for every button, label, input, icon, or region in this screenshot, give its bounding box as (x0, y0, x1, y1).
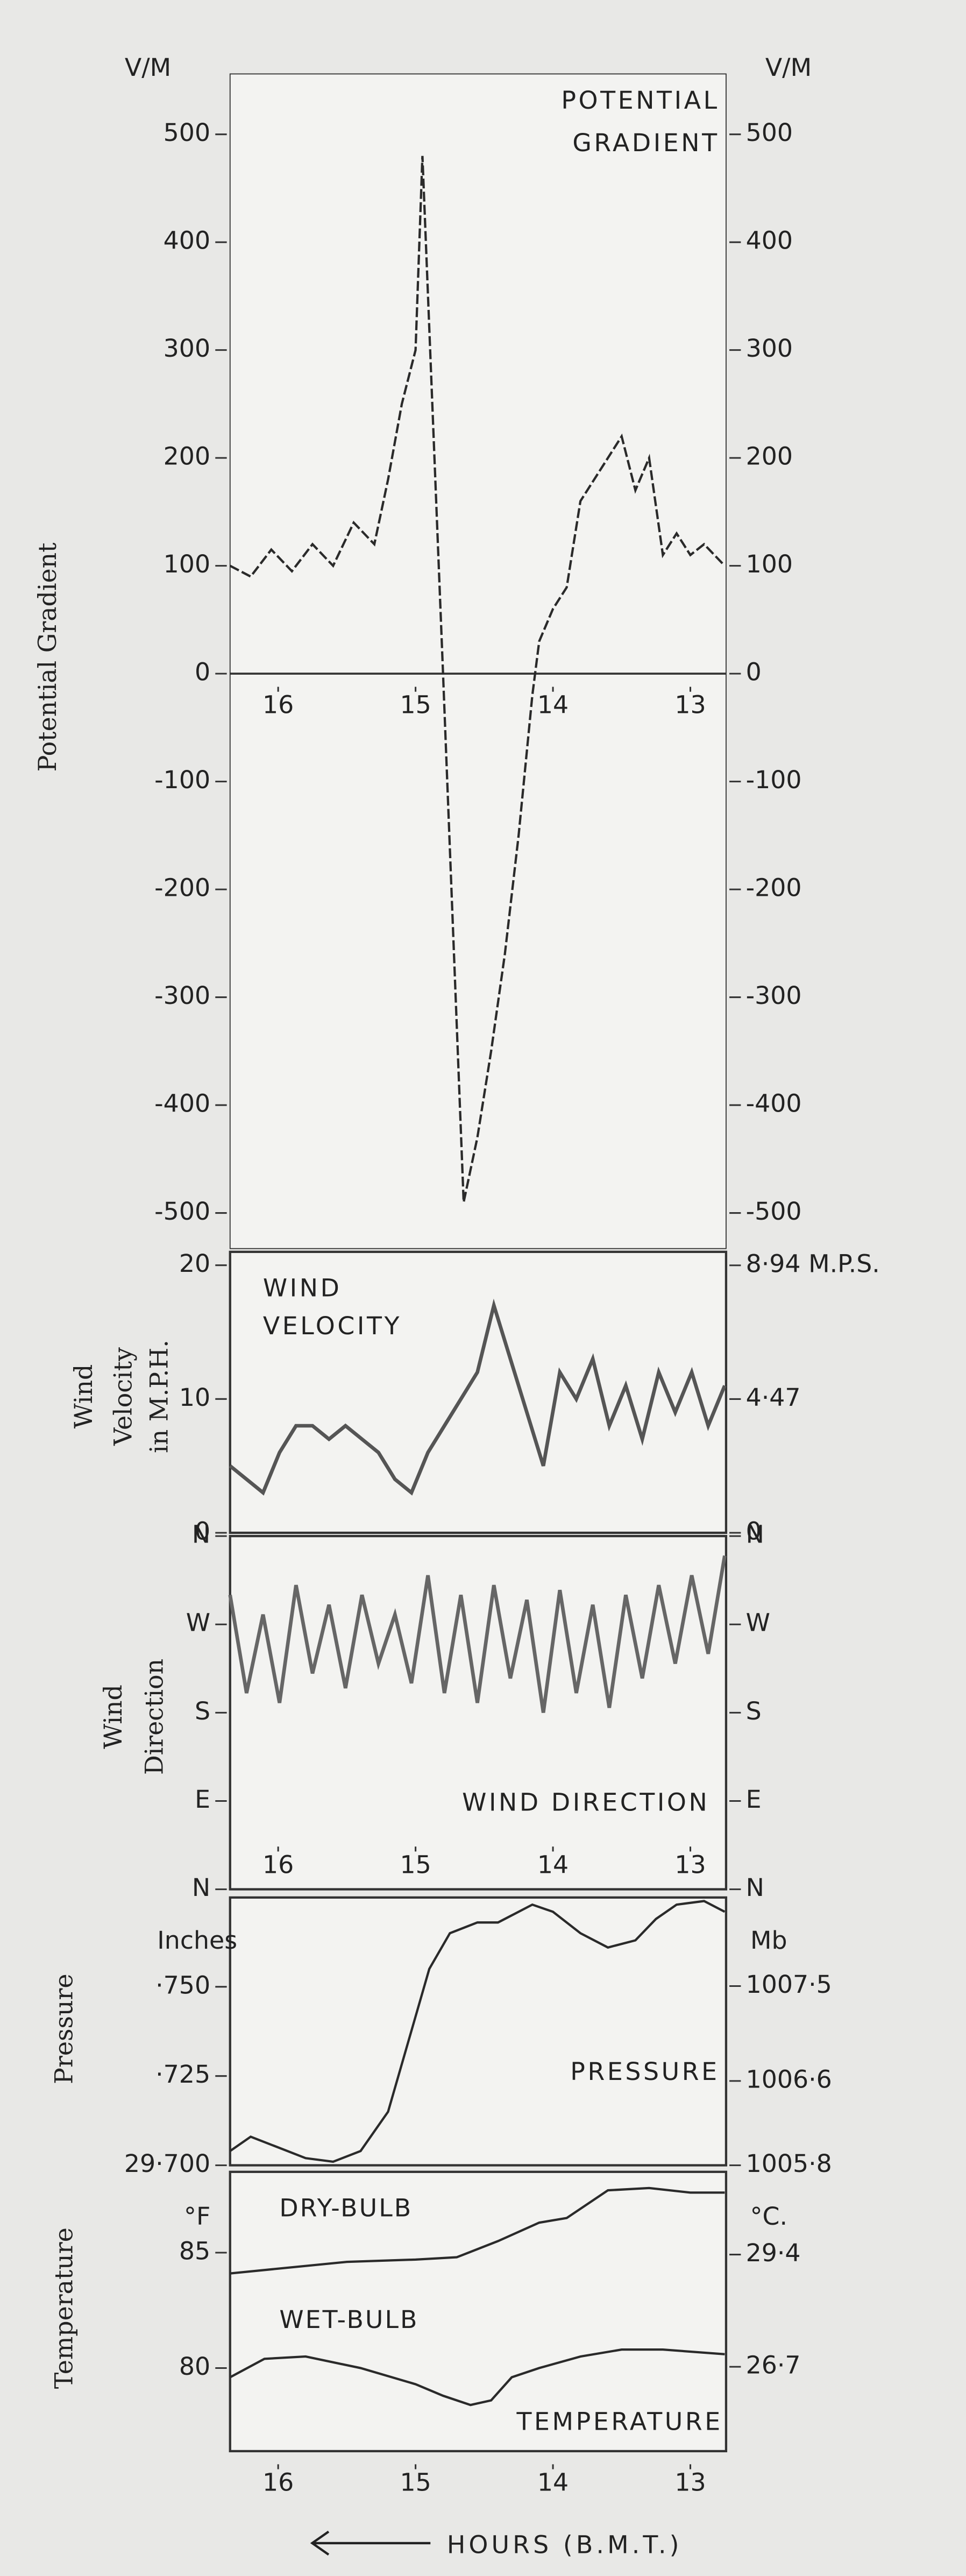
x-tick-label: 16 (262, 690, 294, 719)
y2-tick-label: S (746, 1696, 762, 1725)
y2-unit: °C. (750, 2202, 787, 2231)
y-tick-label: 20 (179, 1249, 210, 1278)
plot-area (229, 1534, 728, 1891)
y-axis-title: Wind (98, 1685, 127, 1749)
y2-tick-label: 200 (746, 442, 793, 471)
y2-tick-label: -100 (746, 765, 802, 794)
plot-area (229, 1896, 728, 2167)
y-tick-label: ·725 (155, 2060, 210, 2089)
y-tick-label: N (192, 1520, 210, 1549)
plot-area (229, 1250, 728, 1534)
data-line (230, 2186, 725, 2275)
y-axis-title: Wind (69, 1364, 98, 1429)
y-tick-label: 100 (164, 549, 210, 578)
x-tick-label: 14 (537, 1850, 569, 1879)
y-unit: Inches (157, 1926, 237, 1955)
panel-label: WIND (263, 1273, 342, 1303)
series-label: DRY-BULB (279, 2193, 413, 2223)
y-axis-title: Velocity (108, 1347, 137, 1446)
plot-area (229, 73, 727, 1249)
y2-tick-label: N (746, 1520, 764, 1549)
x-tick-label: 14 (537, 2468, 569, 2497)
y2-tick-label: 26·7 (746, 2351, 801, 2380)
x-tick-label: 15 (400, 1850, 431, 1879)
y-tick-label: -500 (154, 1197, 210, 1226)
y-unit: °F (184, 2202, 210, 2231)
y-tick-label: 400 (164, 226, 210, 255)
y2-tick-label: W (746, 1608, 770, 1637)
y-tick-label: 200 (164, 442, 210, 471)
panel-label: GRADIENT (572, 128, 719, 157)
y-tick-label: -200 (154, 873, 210, 902)
data-line (229, 155, 726, 1202)
y2-tick-label: -200 (746, 873, 802, 902)
y-tick-label: 300 (164, 334, 210, 363)
x-tick-label: 13 (674, 1850, 706, 1879)
y2-unit: Mb (750, 1926, 787, 1955)
plot-area (229, 2170, 728, 2453)
y2-tick-label: 29·4 (746, 2238, 801, 2267)
y-axis-title: in M.P.H. (145, 1340, 174, 1453)
x-tick-label: 15 (400, 2468, 431, 2497)
panel-label: PRESSURE (570, 2057, 719, 2086)
y-tick-label: 0 (195, 657, 210, 687)
y2-tick-label: -300 (746, 981, 802, 1010)
y2-tick-label: N (746, 1873, 764, 1902)
y-tick-label: 29·700 (124, 2149, 210, 2178)
y-unit: V/M (125, 53, 171, 82)
y-tick-label: -300 (154, 981, 210, 1010)
y-tick-label: E (195, 1785, 210, 1814)
y-tick-label: N (192, 1873, 210, 1902)
y2-tick-label: 500 (746, 118, 793, 147)
y-axis-title: Temperature (49, 2227, 78, 2389)
y-tick-label: W (186, 1608, 210, 1637)
data-line (228, 1555, 727, 1713)
y2-tick-label: 4·47 (746, 1383, 801, 1412)
panel-label: VELOCITY (263, 1311, 402, 1340)
arrow-head (310, 2530, 330, 2556)
x-tick-label: 15 (400, 690, 431, 719)
y-tick-label: S (195, 1696, 210, 1725)
y-tick-label: 85 (179, 2236, 210, 2265)
y-axis-title: Pressure (49, 1974, 78, 2084)
y-tick-label: -400 (154, 1089, 210, 1118)
x-tick-label: 13 (674, 690, 706, 719)
y2-tick-label: 1006·6 (746, 2064, 832, 2093)
data-line (229, 2348, 725, 2407)
y2-tick-label: 0 (746, 1516, 762, 1545)
y2-tick-label: 400 (746, 226, 793, 255)
y2-tick-label: E (746, 1785, 762, 1814)
x-tick-label: 16 (262, 1850, 294, 1879)
x-tick-label: 16 (262, 2468, 294, 2497)
panel-label: TEMPERATURE (516, 2407, 722, 2436)
panel-label: POTENTIAL (561, 86, 719, 115)
x-tick-label: 14 (537, 690, 569, 719)
y2-tick-label: -500 (746, 1197, 802, 1226)
y2-unit: V/M (765, 53, 812, 82)
y-tick-label: 0 (195, 1516, 210, 1545)
data-line (229, 1298, 727, 1496)
y2-tick-label: -400 (746, 1089, 802, 1118)
y2-tick-label: 1005·8 (746, 2149, 832, 2178)
series-label: WET-BULB (279, 2305, 418, 2334)
y-tick-label: 10 (179, 1383, 210, 1412)
y-axis-title: Direction (139, 1659, 168, 1775)
y-tick-label: ·750 (155, 1970, 210, 1999)
data-line (229, 1900, 726, 2163)
y2-tick-label: 300 (746, 334, 793, 363)
x-tick-label: 13 (674, 2468, 706, 2497)
y2-tick-label: 1007·5 (746, 1970, 832, 1999)
y-tick-label: 500 (164, 118, 210, 147)
panel-label: WIND DIRECTION (462, 1787, 709, 1816)
y2-tick-label: 8·94 M.P.S. (746, 1249, 880, 1278)
y-tick-label: 80 (179, 2352, 210, 2381)
y2-tick-label: 0 (746, 657, 762, 687)
y-tick-label: -100 (154, 765, 210, 794)
y2-tick-label: 100 (746, 549, 793, 578)
y-axis-title: Potential Gradient (33, 542, 62, 772)
x-axis-title: HOURS (B.M.T.) (447, 2530, 683, 2559)
